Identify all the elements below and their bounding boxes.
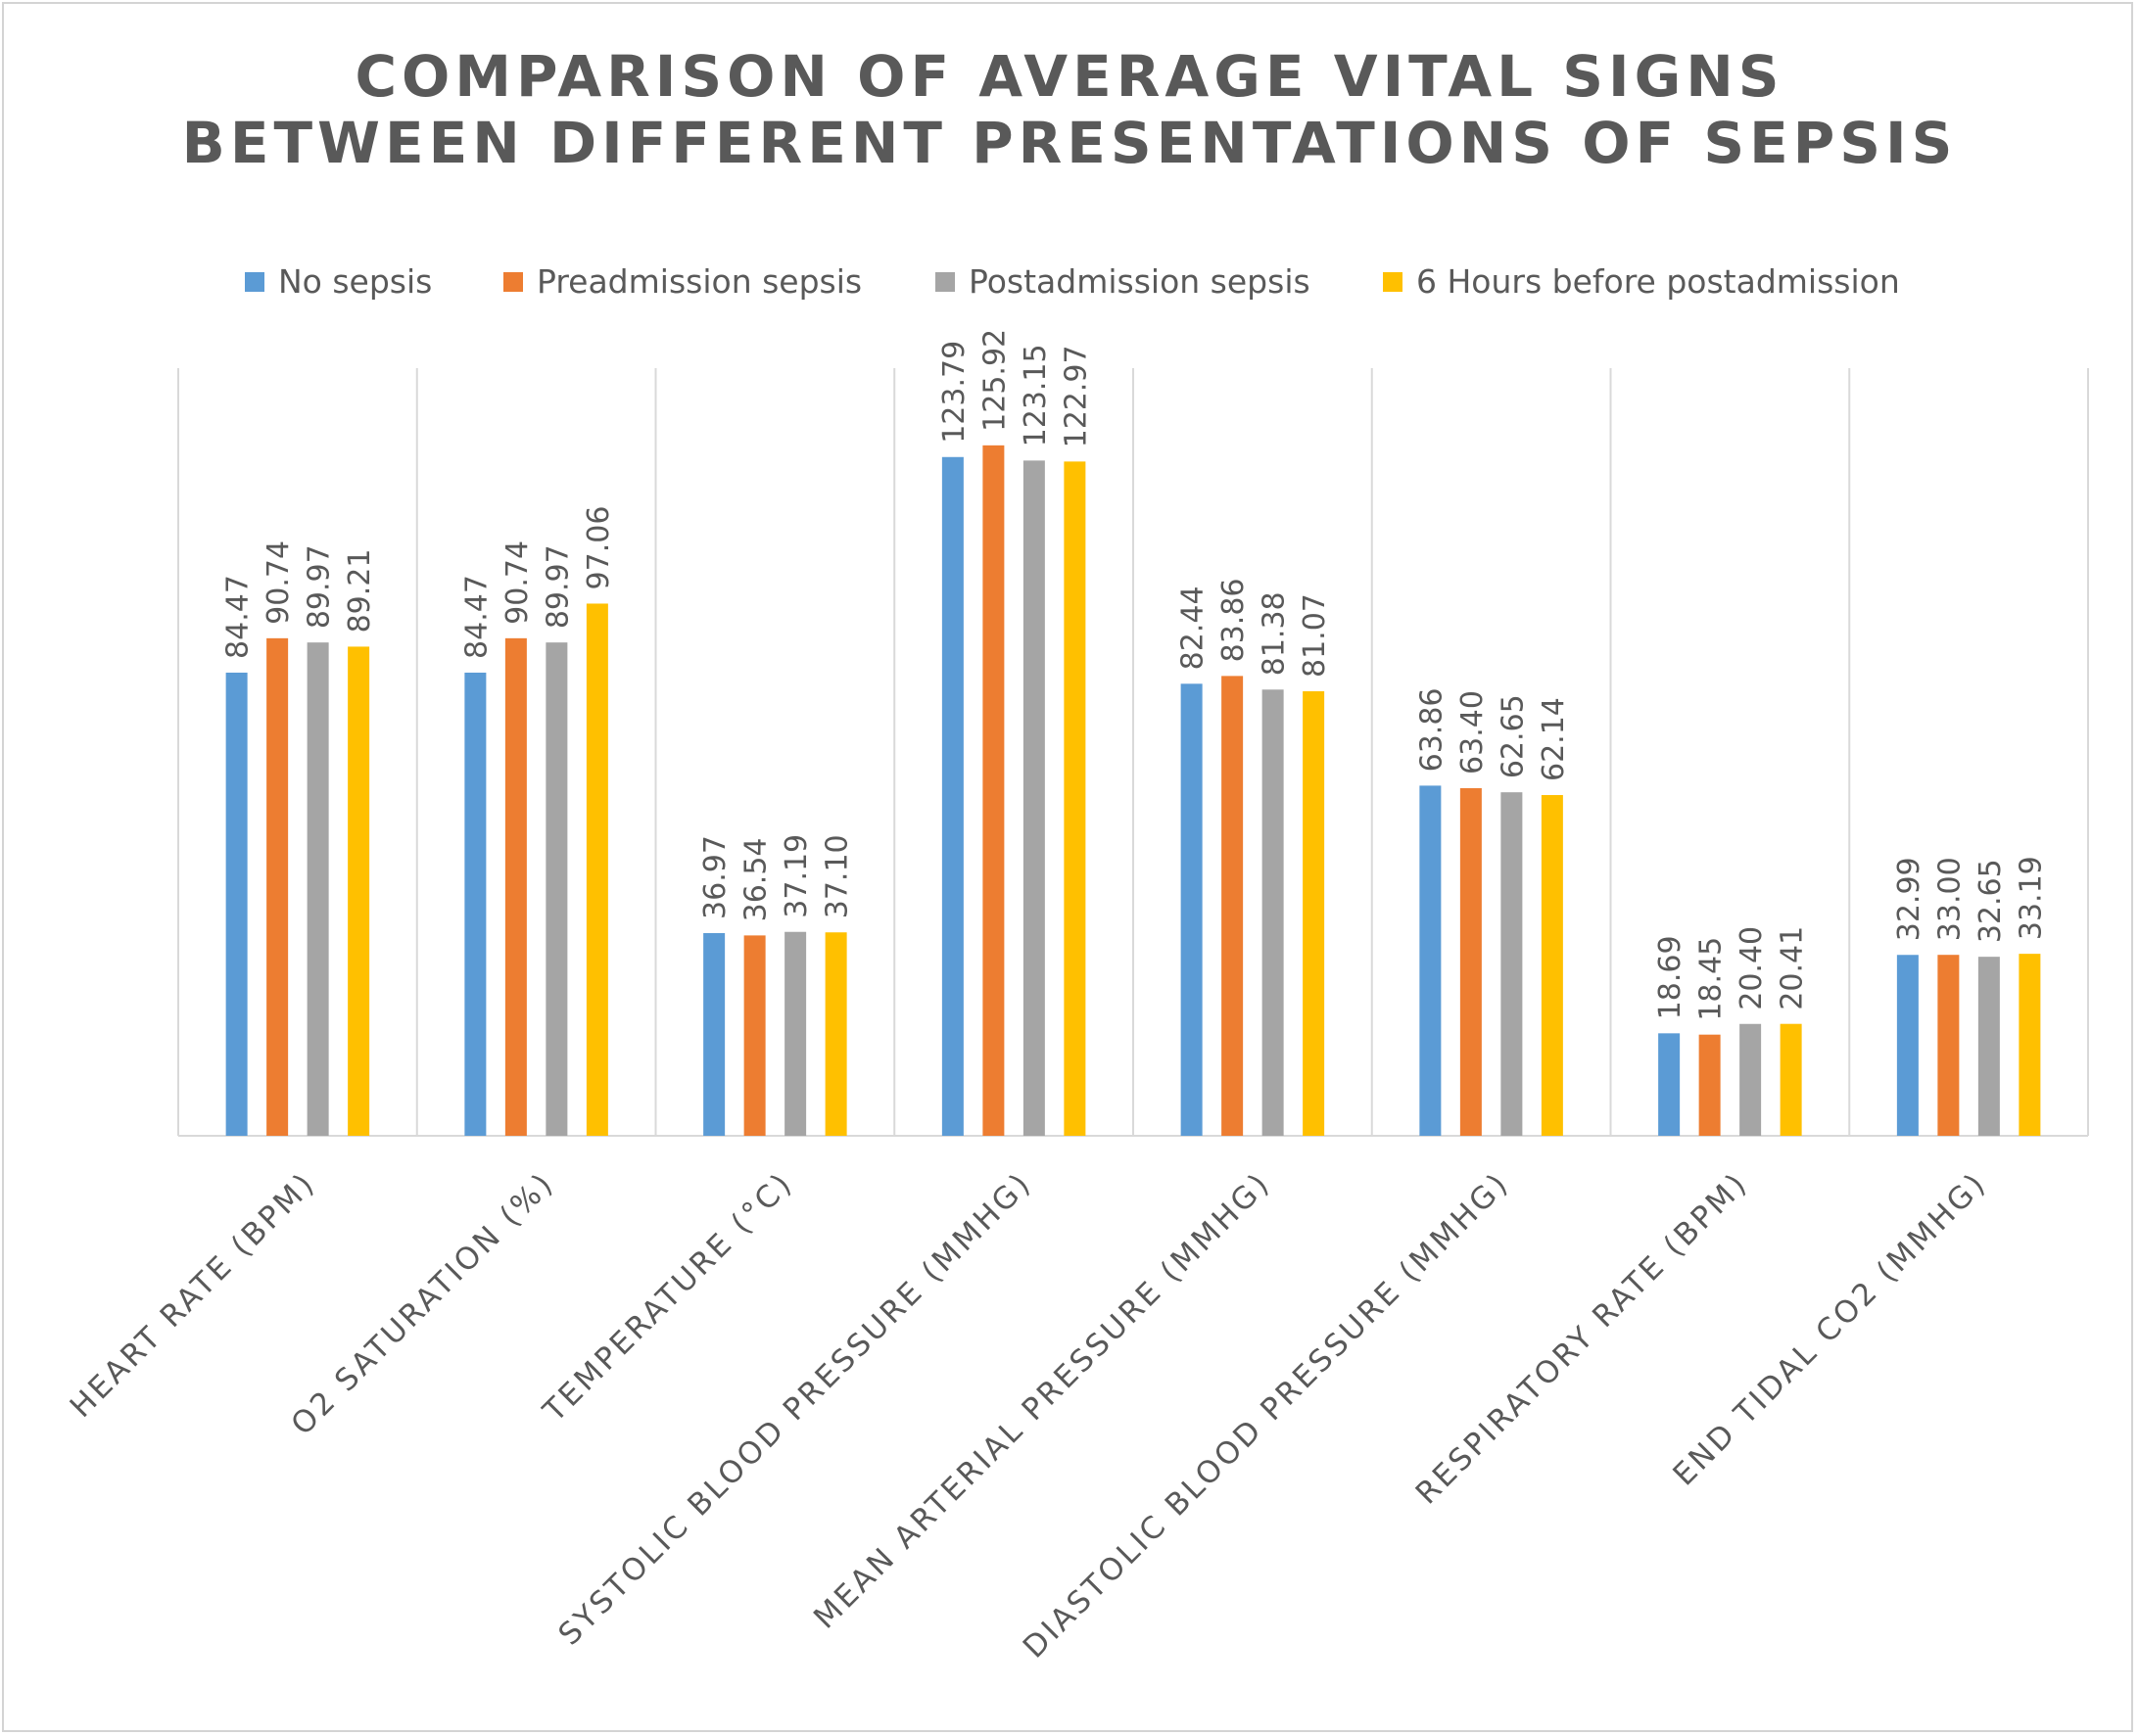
bar-postadmission-sepsis-mean-arterial-pressure-mmhg <box>1261 689 1284 1136</box>
data-label-preadmission-sepsis-heart-rate-bpm: 90.74 <box>261 540 296 625</box>
data-label-preadmission-sepsis-temperature-c: 36.54 <box>739 837 774 921</box>
data-label-preadmission-sepsis-diastolic-blood-pressure-mmhg: 63.40 <box>1455 690 1490 774</box>
data-label-6-hours-before-postadmission-diastolic-blood-pressure-mmhg: 62.14 <box>1537 697 1571 781</box>
data-label-postadmission-sepsis-systolic-blood-pressure-mmhg: 123.15 <box>1019 344 1053 446</box>
data-label-no-sepsis-respiratory-rate-bpm: 18.69 <box>1653 935 1687 1019</box>
chart-title: COMPARISON OF AVERAGE VITAL SIGNS BETWEE… <box>0 43 2139 176</box>
bar-preadmission-sepsis-mean-arterial-pressure-mmhg <box>1221 676 1244 1136</box>
data-label-no-sepsis-temperature-c: 36.97 <box>698 835 733 919</box>
bar-no-sepsis-end-tidal-co2-mmhg <box>1896 955 1919 1136</box>
data-label-no-sepsis-o2-saturation: 84.47 <box>459 575 494 659</box>
data-label-no-sepsis-mean-arterial-pressure-mmhg: 82.44 <box>1176 586 1211 670</box>
bar-postadmission-sepsis-heart-rate-bpm <box>307 642 329 1136</box>
bar-postadmission-sepsis-temperature-c <box>784 931 807 1136</box>
data-label-6-hours-before-postadmission-end-tidal-co2-mmhg: 33.19 <box>2014 856 2048 940</box>
bar-no-sepsis-o2-saturation <box>464 672 487 1136</box>
data-label-preadmission-sepsis-respiratory-rate-bpm: 18.45 <box>1694 937 1729 1021</box>
bar-6-hours-before-postadmission-o2-saturation <box>586 603 608 1136</box>
category-label-heart-rate-bpm: HEART RATE (BPM) <box>64 1165 323 1425</box>
bar-preadmission-sepsis-o2-saturation <box>504 637 527 1136</box>
data-label-postadmission-sepsis-temperature-c: 37.19 <box>780 834 814 918</box>
category-label-mean-arterial-pressure-mmhg: MEAN ARTERIAL PRESSURE (MMHG) <box>807 1165 1277 1635</box>
bar-6-hours-before-postadmission-heart-rate-bpm <box>348 646 370 1136</box>
bar-preadmission-sepsis-systolic-blood-pressure-mmhg <box>982 445 1005 1136</box>
bar-postadmission-sepsis-systolic-blood-pressure-mmhg <box>1022 460 1045 1136</box>
category-label-o2-saturation: O2 SATURATION (%) <box>285 1165 562 1442</box>
bar-preadmission-sepsis-respiratory-rate-bpm <box>1698 1034 1721 1136</box>
data-label-postadmission-sepsis-mean-arterial-pressure-mmhg: 81.38 <box>1258 591 1292 676</box>
bar-no-sepsis-temperature-c <box>703 932 726 1136</box>
data-label-no-sepsis-heart-rate-bpm: 84.47 <box>221 575 256 659</box>
bar-postadmission-sepsis-respiratory-rate-bpm <box>1739 1023 1762 1136</box>
category-label-systolic-blood-pressure-mmhg: SYSTOLIC BLOOD PRESSURE (MMHG) <box>551 1165 1038 1652</box>
data-label-no-sepsis-systolic-blood-pressure-mmhg: 123.79 <box>937 341 972 444</box>
legend-swatch-6-hours-before-postadmission <box>1383 272 1402 292</box>
bar-no-sepsis-mean-arterial-pressure-mmhg <box>1180 683 1203 1136</box>
data-label-postadmission-sepsis-o2-saturation: 89.97 <box>541 544 575 629</box>
data-label-postadmission-sepsis-respiratory-rate-bpm: 20.40 <box>1735 926 1769 1010</box>
data-label-preadmission-sepsis-systolic-blood-pressure-mmhg: 125.92 <box>977 329 1012 432</box>
data-label-6-hours-before-postadmission-heart-rate-bpm: 89.21 <box>343 549 377 633</box>
chart-title-line-1: COMPARISON OF AVERAGE VITAL SIGNS <box>355 43 1784 110</box>
data-label-postadmission-sepsis-diastolic-blood-pressure-mmhg: 62.65 <box>1496 694 1530 778</box>
legend-label-6-hours-before-postadmission: 6 Hours before postadmission <box>1416 262 1900 301</box>
chart-title-line-2: BETWEEN DIFFERENT PRESENTATIONS OF SEPSI… <box>181 110 1958 176</box>
bar-6-hours-before-postadmission-end-tidal-co2-mmhg <box>2019 954 2041 1136</box>
legend-label-preadmission-sepsis: Preadmission sepsis <box>537 262 863 301</box>
category-label-diastolic-blood-pressure-mmhg: DIASTOLIC BLOOD PRESSURE (MMHG) <box>1017 1165 1517 1666</box>
bar-postadmission-sepsis-o2-saturation <box>546 642 568 1136</box>
category-label-temperature-c: TEMPERATURE (°C) <box>536 1165 800 1430</box>
legend-swatch-preadmission-sepsis <box>503 272 523 292</box>
data-label-preadmission-sepsis-mean-arterial-pressure-mmhg: 83.86 <box>1216 578 1251 662</box>
data-label-no-sepsis-diastolic-blood-pressure-mmhg: 63.86 <box>1414 687 1449 772</box>
bar-6-hours-before-postadmission-temperature-c <box>825 932 847 1136</box>
bar-6-hours-before-postadmission-diastolic-blood-pressure-mmhg <box>1541 795 1563 1136</box>
bar-preadmission-sepsis-heart-rate-bpm <box>266 637 289 1136</box>
bar-preadmission-sepsis-temperature-c <box>743 935 766 1136</box>
data-label-preadmission-sepsis-o2-saturation: 90.74 <box>500 540 535 625</box>
data-label-no-sepsis-end-tidal-co2-mmhg: 32.99 <box>1892 857 1926 941</box>
bar-no-sepsis-diastolic-blood-pressure-mmhg <box>1419 785 1442 1136</box>
bar-no-sepsis-systolic-blood-pressure-mmhg <box>941 456 964 1136</box>
legend-swatch-no-sepsis <box>245 272 264 292</box>
legend-label-no-sepsis: No sepsis <box>278 262 433 301</box>
data-label-6-hours-before-postadmission-mean-arterial-pressure-mmhg: 81.07 <box>1298 593 1332 678</box>
data-label-6-hours-before-postadmission-o2-saturation: 97.06 <box>582 506 616 590</box>
bar-6-hours-before-postadmission-mean-arterial-pressure-mmhg <box>1303 691 1325 1136</box>
data-label-6-hours-before-postadmission-respiratory-rate-bpm: 20.41 <box>1776 926 1810 1010</box>
data-label-6-hours-before-postadmission-systolic-blood-pressure-mmhg: 122.97 <box>1059 345 1093 447</box>
bar-no-sepsis-heart-rate-bpm <box>225 672 248 1136</box>
data-label-preadmission-sepsis-end-tidal-co2-mmhg: 33.00 <box>1932 857 1967 941</box>
data-label-6-hours-before-postadmission-temperature-c: 37.10 <box>821 834 855 918</box>
bar-6-hours-before-postadmission-respiratory-rate-bpm <box>1780 1023 1802 1136</box>
data-label-postadmission-sepsis-heart-rate-bpm: 89.97 <box>303 544 337 629</box>
data-label-postadmission-sepsis-end-tidal-co2-mmhg: 32.65 <box>1973 859 2008 943</box>
legend-label-postadmission-sepsis: Postadmission sepsis <box>969 262 1310 301</box>
bar-preadmission-sepsis-end-tidal-co2-mmhg <box>1937 955 1960 1136</box>
legend-swatch-postadmission-sepsis <box>935 272 955 292</box>
bar-6-hours-before-postadmission-systolic-blood-pressure-mmhg <box>1064 461 1086 1136</box>
bar-preadmission-sepsis-diastolic-blood-pressure-mmhg <box>1459 787 1482 1136</box>
bar-postadmission-sepsis-end-tidal-co2-mmhg <box>1977 957 2000 1136</box>
bar-no-sepsis-respiratory-rate-bpm <box>1658 1033 1681 1136</box>
bar-postadmission-sepsis-diastolic-blood-pressure-mmhg <box>1500 792 1523 1136</box>
